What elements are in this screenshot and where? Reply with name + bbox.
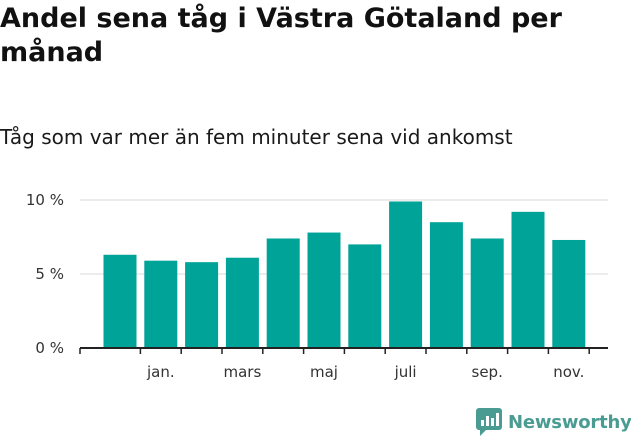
x-tick-label: sep. xyxy=(472,363,503,381)
bar-maj[interactable] xyxy=(307,232,341,348)
y-axis-labels: 0 % 5 % 10 % xyxy=(26,191,64,357)
x-axis-labels: jan. mars maj juli sep. nov. xyxy=(146,363,584,381)
bar-dec.[interactable] xyxy=(103,254,137,348)
brand-name: Newsworthy xyxy=(508,411,631,433)
x-axis xyxy=(79,347,608,354)
x-tick-label: maj xyxy=(310,363,338,381)
x-tick-label: juli xyxy=(394,363,417,381)
bar-mars[interactable] xyxy=(225,257,259,348)
bar-okt.[interactable] xyxy=(511,211,545,348)
y-tick-label: 10 % xyxy=(26,191,64,209)
x-tick-label: jan. xyxy=(146,363,175,381)
bar-jan.[interactable] xyxy=(144,260,178,348)
newsworthy-logo[interactable]: Newsworthy xyxy=(476,406,631,438)
y-tick-label: 0 % xyxy=(35,339,64,357)
bar-feb.[interactable] xyxy=(185,262,219,348)
chart-subtitle: Tåg som var mer än fem minuter sena vid … xyxy=(0,125,513,149)
x-tick-label: mars xyxy=(224,363,262,381)
bar-aug.[interactable] xyxy=(429,222,463,348)
chart-title: Andel sena tåg i Västra Götaland per mån… xyxy=(0,3,562,68)
bar-juli[interactable] xyxy=(389,201,423,348)
bar-chart: 0 % 5 % 10 % jan. mars maj juli sep. nov. xyxy=(26,191,608,381)
newsworthy-chart-icon xyxy=(476,408,502,436)
bar-sep.[interactable] xyxy=(470,238,504,348)
bars xyxy=(103,201,586,348)
bar-nov.[interactable] xyxy=(552,239,586,348)
bar-juni[interactable] xyxy=(348,244,382,348)
bar-apr.[interactable] xyxy=(266,238,300,348)
x-tick-label: nov. xyxy=(553,363,584,381)
y-tick-label: 5 % xyxy=(35,265,64,283)
